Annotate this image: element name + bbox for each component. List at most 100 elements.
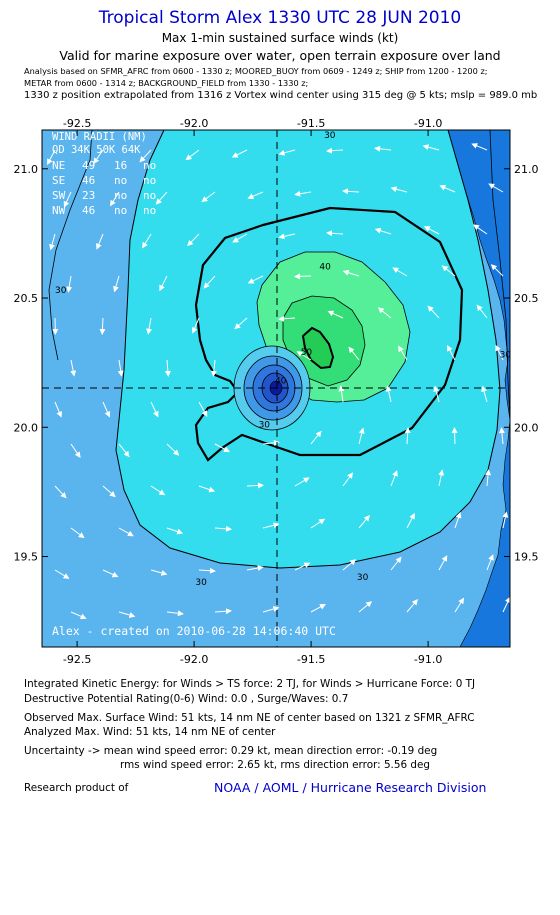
wind-arrow [214,608,232,615]
contour-label: 30 [259,420,271,430]
research-label: Research product of [24,782,129,794]
y-tick-label-left: 20.5 [14,292,39,305]
radii-cell: no [143,159,156,172]
contour-label: 30 [500,350,512,360]
contour-50 [301,326,335,370]
contour-label: 30 [195,578,207,588]
wind-arrow [166,610,184,617]
wind-arrow [310,518,326,529]
wind-arrow [203,275,216,289]
wind-arrow [109,191,120,207]
wind-arrow [278,149,296,156]
wind-arrow [232,233,248,243]
wind-arrow [358,601,373,613]
contour-label: 40 [275,376,287,386]
wind-arrow [102,485,116,498]
chart-subtitle: Max 1-min sustained surface winds (kt) [161,31,399,45]
wind-vectors [47,143,510,620]
wind-arrow [262,439,280,446]
wind-arrow [427,305,440,319]
radii-cell: no [114,204,127,217]
wind-arrow [234,317,248,330]
x-tick-label-bottom: -92.0 [180,653,208,666]
contour-labels: 30 30 30 30 30 30 40 40 50 [55,131,512,588]
wind-arrow [247,191,264,200]
radii-cell: SW [52,189,66,202]
wind-arrow [472,224,488,235]
wind-arrow [454,597,465,613]
y-tick-label-right: 20.0 [514,421,539,434]
x-tick-label-top: -92.5 [63,117,91,130]
contour-label: 50 [301,348,313,358]
wind-arrow [63,191,72,208]
wind-arrow [392,267,408,277]
wind-arrow [488,183,504,193]
wind-arrow [310,430,322,445]
wind-arrow [146,317,153,335]
wind-arrow [441,265,456,277]
wind-arrow [118,611,136,618]
wind-arrow [390,186,408,193]
wind-arrow [118,443,130,458]
wind-arrow [342,472,354,487]
wind-arrow [451,427,458,445]
wind-arrow [159,275,168,292]
wind-arrow [166,443,180,456]
x-tick-label-bottom: -92.5 [63,653,91,666]
y-tick-label-right: 20.5 [514,292,539,305]
rms-line: rms wind speed error: 2.65 kt, rms direc… [120,759,430,771]
land-mass [447,130,510,647]
wind-arrow [247,275,264,284]
wind-arrow [326,230,344,237]
radii-cell: 23 [82,189,95,202]
wind-arrow [326,147,344,154]
x-tick-label-bottom: -91.0 [414,653,442,666]
wind-radii-table: WIND RADII (NM)QD 34K 50K 64K NE 49 16 no SE 4… [52,131,156,217]
x-tick-label-top: -92.0 [180,117,208,130]
wind-arrow [404,427,411,445]
wind-arrow [99,317,106,335]
wind-arrow [102,401,111,418]
wind-arrow [150,485,166,496]
wind-arrow [385,385,392,403]
dpr-line: Destructive Potential Rating(0-6) Wind: … [24,693,349,705]
contour-label: 40 [319,263,331,273]
wind-arrow [117,359,124,377]
wind-arrow [246,565,264,572]
wind-arrow [49,233,56,251]
position-line: 1330 z position extrapolated from 1316 z… [24,90,538,101]
radii-cell: 46 [82,204,95,217]
radii-cell: 16 [114,159,127,172]
wind-arrow [398,345,408,361]
wind-arrow [214,525,232,532]
analysis-line-1: Analysis based on SFMR_AFRC from 0600 - … [24,66,488,76]
wind-arrow [439,184,456,193]
wind-arrow [54,401,63,418]
contour-label: 30 [357,573,369,583]
contour-label: 30 [324,131,336,141]
wind-arrow [495,344,504,361]
wind-analysis-plot: 30 30 30 30 30 30 40 40 50 WIND RADII (NM)QD 34K… [14,117,539,666]
wind-arrow [54,569,70,579]
radii-cell: no [114,174,127,187]
wind-arrow [422,144,440,151]
radii-cell: 46 [82,174,95,187]
axis-ticks: -92.5 -92.5 -92.0 -92.0 -91.5 -91.5 -91.0 -91.0… [14,117,539,666]
wind-arrow [198,567,216,574]
wind-arrow [438,555,448,571]
wind-arrow [150,401,159,418]
observed-max-line: Observed Max. Surface Wind: 51 kts, 14 n… [24,712,475,724]
wind-arrow [327,310,344,319]
wind-arrow [486,554,494,571]
wind-arrow [390,470,398,487]
wind-arrow [278,233,296,240]
wind-arrow [498,427,505,445]
wind-arrow [70,359,77,377]
wind-arrow [423,226,440,235]
wind-arrow [358,514,370,529]
wind-arrow [374,145,392,152]
wind-arrow [406,599,419,613]
radii-cell: no [143,204,156,217]
wind-arrow [262,606,280,613]
wind-arrow [481,385,488,403]
